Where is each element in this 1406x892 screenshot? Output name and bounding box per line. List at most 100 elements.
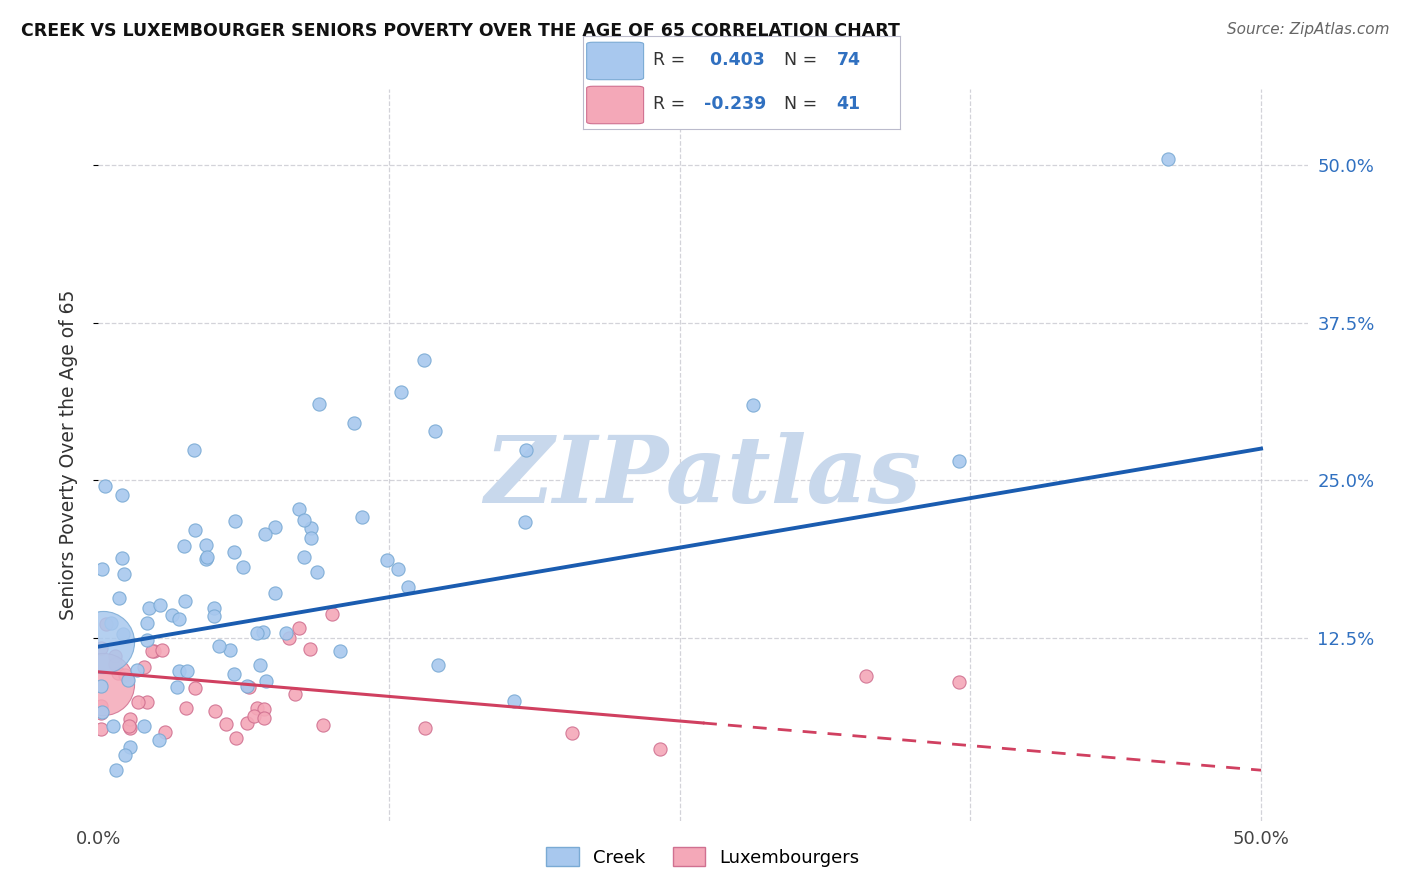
Point <box>132 719 155 733</box>
Point <box>426 657 449 672</box>
Point <box>215 717 238 731</box>
Point <box>284 687 307 701</box>
Point <box>308 397 330 411</box>
Point <box>254 673 277 688</box>
Point <box>312 717 335 731</box>
Point <box>117 673 139 687</box>
Point <box>104 657 127 672</box>
Point <box>321 607 343 621</box>
Point <box>288 621 311 635</box>
Point <box>149 598 172 612</box>
Point <box>90 698 112 713</box>
Point <box>224 515 246 529</box>
Point <box>120 712 142 726</box>
Point <box>197 549 219 564</box>
Point <box>183 443 205 458</box>
Point <box>114 747 136 762</box>
Point <box>90 722 112 736</box>
Text: ZIPatlas: ZIPatlas <box>485 432 921 522</box>
Text: 0.403: 0.403 <box>704 52 765 70</box>
Point <box>299 642 322 657</box>
Point <box>292 550 315 565</box>
Point <box>153 725 176 739</box>
Point <box>148 732 170 747</box>
Point <box>222 545 245 559</box>
Text: N =: N = <box>773 52 823 70</box>
Point <box>90 561 112 575</box>
Point <box>173 539 195 553</box>
Point <box>343 417 366 431</box>
Point <box>143 643 166 657</box>
Point <box>134 660 156 674</box>
Point <box>425 424 447 438</box>
Text: -0.239: -0.239 <box>704 95 766 112</box>
Text: CREEK VS LUXEMBOURGER SENIORS POVERTY OVER THE AGE OF 65 CORRELATION CHART: CREEK VS LUXEMBOURGER SENIORS POVERTY OV… <box>21 22 900 40</box>
Point <box>245 625 267 640</box>
Point <box>253 701 276 715</box>
Point <box>202 601 225 615</box>
Point <box>236 715 259 730</box>
Point <box>515 515 537 529</box>
Point <box>299 521 322 535</box>
Point <box>246 700 269 714</box>
Point <box>253 711 276 725</box>
Point <box>515 443 537 458</box>
Point <box>136 616 159 631</box>
Point <box>104 763 127 777</box>
Point <box>184 523 207 537</box>
Point <box>238 680 260 694</box>
Point <box>232 560 254 574</box>
Point <box>107 665 129 680</box>
Point <box>127 695 149 709</box>
Point <box>176 701 198 715</box>
Point <box>117 719 139 733</box>
Point <box>136 695 159 709</box>
Point <box>135 632 157 647</box>
Point <box>948 674 970 689</box>
FancyBboxPatch shape <box>586 87 644 124</box>
Point <box>91 677 114 691</box>
Point <box>125 663 148 677</box>
Point <box>141 644 163 658</box>
Text: 74: 74 <box>837 52 860 70</box>
Point <box>263 586 285 600</box>
Point <box>94 479 117 493</box>
Point <box>742 398 765 412</box>
Point <box>100 615 122 630</box>
Point <box>138 601 160 615</box>
Point <box>299 531 322 545</box>
Point <box>90 706 112 720</box>
Point <box>162 607 184 622</box>
Point <box>194 552 217 566</box>
Point <box>111 488 134 502</box>
Point <box>90 679 112 693</box>
Y-axis label: Seniors Poverty Over the Age of 65: Seniors Poverty Over the Age of 65 <box>59 290 77 620</box>
Point <box>236 679 259 693</box>
Point <box>219 643 242 657</box>
Point <box>104 649 127 664</box>
Point <box>101 718 124 732</box>
Point <box>305 565 328 579</box>
Point <box>204 704 226 718</box>
Text: Source: ZipAtlas.com: Source: ZipAtlas.com <box>1226 22 1389 37</box>
Point <box>184 681 207 696</box>
Point <box>948 454 970 468</box>
Point <box>112 567 135 582</box>
Point <box>413 721 436 735</box>
Point <box>120 722 142 736</box>
Text: R =: R = <box>652 95 690 112</box>
Text: R =: R = <box>652 52 690 70</box>
Point <box>249 657 271 672</box>
Point <box>287 502 309 516</box>
Point <box>252 625 274 640</box>
Point <box>90 640 112 655</box>
Point <box>174 594 197 608</box>
Point <box>254 527 277 541</box>
Point <box>222 667 245 681</box>
Text: 41: 41 <box>837 95 860 112</box>
Point <box>114 668 136 682</box>
Point <box>503 694 526 708</box>
Point <box>243 708 266 723</box>
Point <box>166 680 188 694</box>
Point <box>194 538 217 552</box>
